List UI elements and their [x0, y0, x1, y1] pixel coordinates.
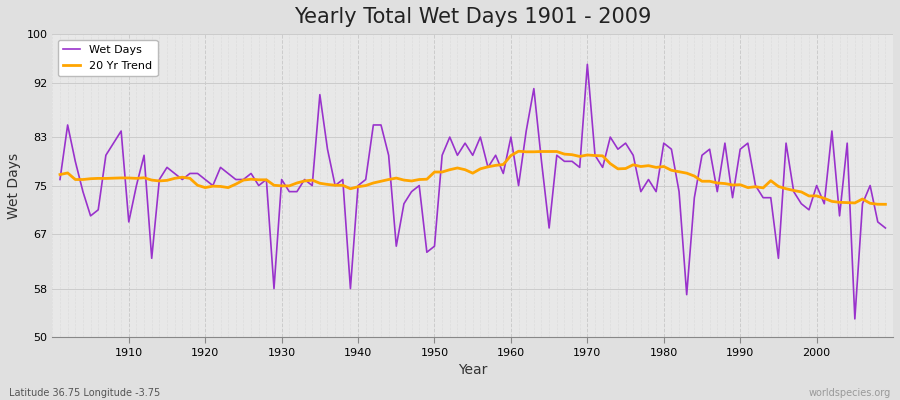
Wet Days: [605, 135, 616, 140]
20 Yr Trend: [116, 176, 127, 180]
Text: Latitude 36.75 Longitude -3.75: Latitude 36.75 Longitude -3.75: [9, 388, 160, 398]
Wet Days: [850, 316, 860, 321]
Wet Days: [284, 189, 294, 194]
Wet Days: [880, 226, 891, 230]
Line: Wet Days: Wet Days: [60, 64, 886, 319]
Wet Days: [582, 62, 593, 67]
20 Yr Trend: [506, 153, 517, 158]
20 Yr Trend: [284, 184, 294, 188]
Wet Days: [329, 183, 340, 188]
Y-axis label: Wet Days: Wet Days: [7, 152, 21, 219]
Wet Days: [506, 135, 517, 140]
Title: Yearly Total Wet Days 1901 - 2009: Yearly Total Wet Days 1901 - 2009: [294, 7, 652, 27]
20 Yr Trend: [513, 149, 524, 154]
20 Yr Trend: [880, 202, 891, 207]
20 Yr Trend: [498, 162, 508, 167]
20 Yr Trend: [605, 161, 616, 166]
X-axis label: Year: Year: [458, 363, 488, 377]
Wet Days: [116, 129, 127, 134]
20 Yr Trend: [329, 183, 340, 188]
Wet Days: [498, 171, 508, 176]
Line: 20 Yr Trend: 20 Yr Trend: [60, 151, 886, 204]
Wet Days: [55, 177, 66, 182]
Legend: Wet Days, 20 Yr Trend: Wet Days, 20 Yr Trend: [58, 40, 158, 76]
20 Yr Trend: [55, 172, 66, 177]
Text: worldspecies.org: worldspecies.org: [809, 388, 891, 398]
